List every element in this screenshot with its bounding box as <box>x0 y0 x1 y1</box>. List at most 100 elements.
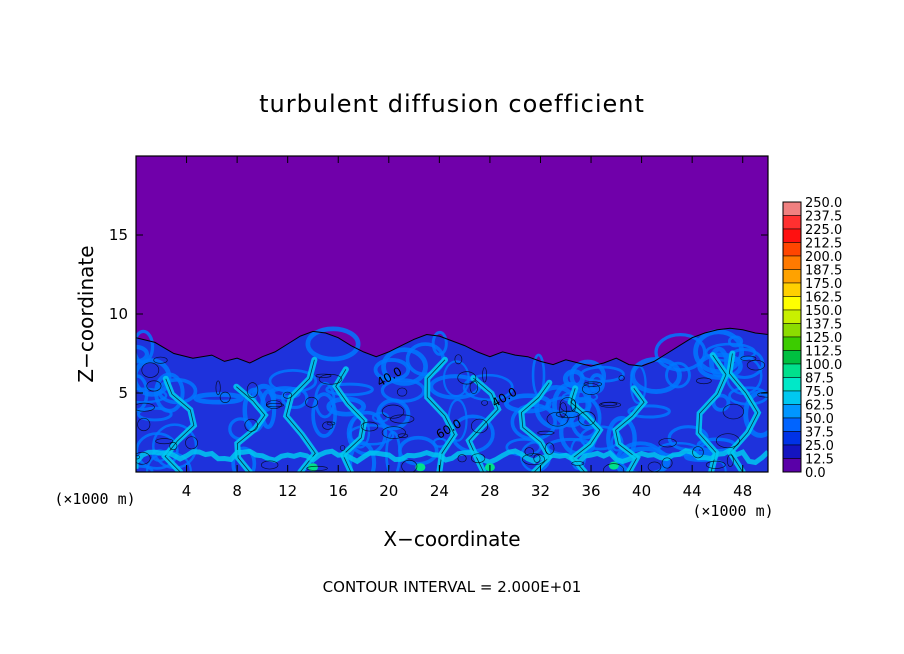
colorbar-swatch <box>782 269 802 284</box>
contour-loop <box>481 399 488 406</box>
contour-loop <box>266 403 284 408</box>
colorbar-swatch <box>782 458 802 473</box>
colorbar-swatch <box>782 444 802 459</box>
contour-line <box>426 359 455 472</box>
y-tick-label: 15 <box>109 226 128 244</box>
eddy-medium <box>442 360 470 398</box>
contour-loop <box>661 457 673 469</box>
eddy-medium <box>311 392 337 438</box>
contour-loop <box>454 354 463 365</box>
colorbar-label: 25.0 <box>805 439 834 454</box>
contour-loop <box>696 377 712 385</box>
y-axis: 5 10 15 <box>109 226 768 402</box>
eddy-medium <box>348 440 377 472</box>
colorbar-label: 137.5 <box>805 318 842 333</box>
contour-loop <box>740 355 757 362</box>
colorbar-label: 87.5 <box>805 372 834 387</box>
contour-loop <box>246 382 259 398</box>
colorbar-label: 50.0 <box>805 412 834 427</box>
colorbar-swatch <box>782 242 802 257</box>
contour-loop <box>600 402 618 406</box>
x-unit-right: (×1000 m) <box>692 502 773 520</box>
colorbar-swatch <box>782 404 802 419</box>
contour-loop <box>544 442 555 455</box>
contour-loop <box>381 404 405 419</box>
eddy-medium <box>136 464 154 472</box>
contour-loop <box>360 421 379 432</box>
contour-loop <box>318 374 343 385</box>
colorbar-label: 112.5 <box>805 345 842 360</box>
colorbar-label: 62.5 <box>805 399 834 414</box>
colorbar-frame <box>782 201 802 473</box>
eddy-medium <box>503 393 552 414</box>
colorbar-label: 212.5 <box>805 237 842 252</box>
x-tick-label: 40 <box>632 482 651 500</box>
colorbar-label: 250.0 <box>805 196 842 211</box>
colorbar-swatch <box>782 431 802 446</box>
contour-loop <box>315 373 332 378</box>
contour-loop <box>244 418 259 432</box>
contour-loop <box>146 380 162 392</box>
x-tick-label: 44 <box>683 482 702 500</box>
colorbar-swatch <box>782 282 802 297</box>
eddy-medium <box>693 329 745 374</box>
x-unit-left: (×1000 m) <box>54 490 135 508</box>
contour-loop <box>381 426 406 439</box>
contour-loop <box>757 391 768 398</box>
contour-loop <box>578 411 596 426</box>
contour-loop <box>524 447 535 457</box>
eddy-medium <box>724 347 765 380</box>
x-tick-label: 12 <box>278 482 297 500</box>
contour-loop <box>482 367 488 383</box>
eddy-medium <box>136 358 172 397</box>
eddy-medium <box>376 398 411 431</box>
y-tick-label: 5 <box>118 384 128 402</box>
peak-spot <box>415 463 426 472</box>
colorbar-swatch <box>782 336 802 351</box>
eddy-medium <box>627 404 671 419</box>
colorbar-label: 187.5 <box>805 264 842 279</box>
contour-loop <box>306 465 328 471</box>
eddy-medium <box>462 373 514 402</box>
contour-loop <box>260 460 279 470</box>
contour-loop <box>219 391 231 403</box>
contour-loop <box>322 421 334 430</box>
eddy-medium <box>380 378 426 403</box>
contour-loop <box>470 418 489 434</box>
eddy-medium <box>431 330 448 356</box>
colorbar-label: 0.0 <box>805 466 826 481</box>
colorbar-label: 175.0 <box>805 277 842 292</box>
contour-loop <box>521 453 546 466</box>
contour-loop <box>282 391 293 399</box>
eddy-medium <box>665 361 691 389</box>
colorbar-label: 162.5 <box>805 291 842 306</box>
eddy-medium <box>381 347 428 386</box>
contour-loop <box>658 438 677 448</box>
eddy-medium <box>325 382 374 397</box>
contour-loop <box>153 356 168 364</box>
colorbar-swatch <box>782 201 802 216</box>
colorbar-swatch <box>782 228 802 243</box>
colorbar-label: 125.0 <box>805 331 842 346</box>
colorbar-swatch <box>782 417 802 432</box>
contour-loop <box>396 387 408 397</box>
contour-loop <box>726 454 734 467</box>
turbulent-layer: 40.040.060.0 <box>136 326 768 472</box>
contour-loop <box>692 446 704 459</box>
colorbar-label: 150.0 <box>805 304 842 319</box>
x-tick-label: 36 <box>581 482 600 500</box>
contour-loop <box>185 436 198 450</box>
eddy-medium <box>569 359 607 393</box>
x-axis: 4 8 12 16 20 24 28 32 36 40 44 48 <box>182 156 752 500</box>
contour-loop <box>137 417 151 432</box>
x-tick-label: 16 <box>329 482 348 500</box>
eddy-medium <box>136 432 179 470</box>
contour-loop <box>715 433 740 449</box>
colorbar-label: 237.5 <box>805 210 842 225</box>
plot-area: 40.040.060.0 <box>136 156 768 472</box>
eddy-medium <box>727 335 744 348</box>
contour-loop <box>339 445 346 451</box>
colorbar-swatch <box>782 377 802 392</box>
contour-loop <box>618 375 625 382</box>
contour-loop <box>546 411 569 427</box>
